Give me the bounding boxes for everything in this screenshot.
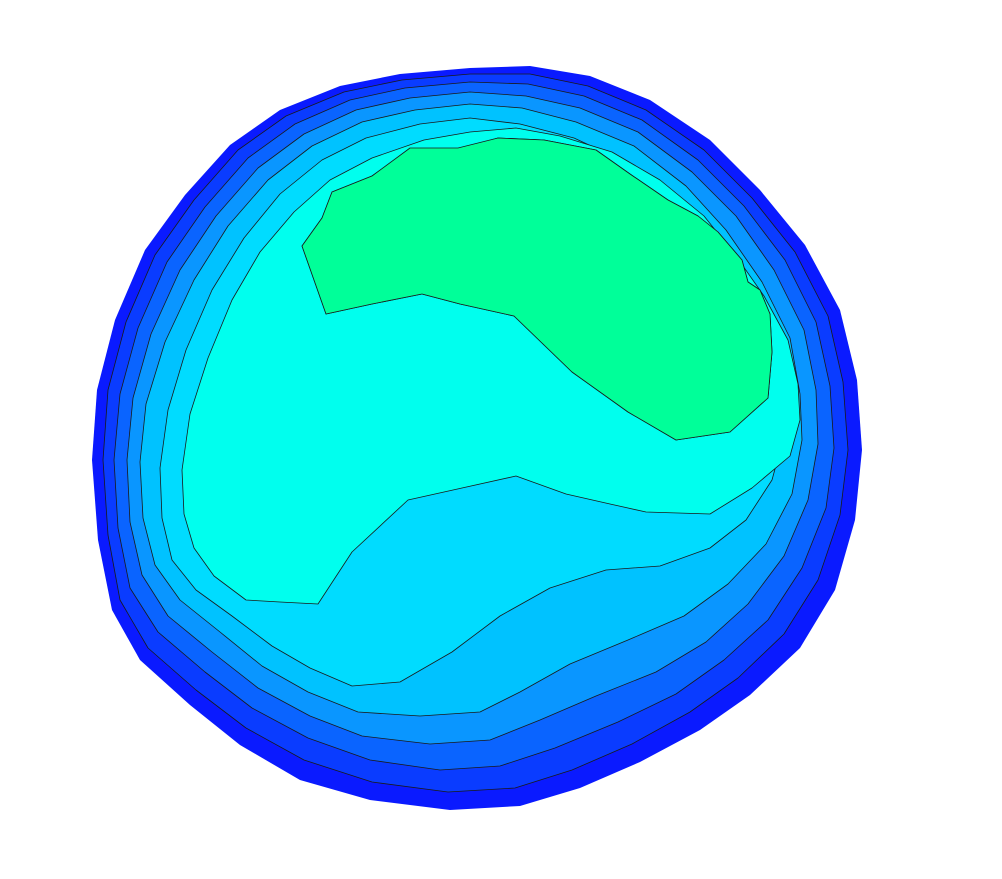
contour-band-9 <box>301 137 773 441</box>
